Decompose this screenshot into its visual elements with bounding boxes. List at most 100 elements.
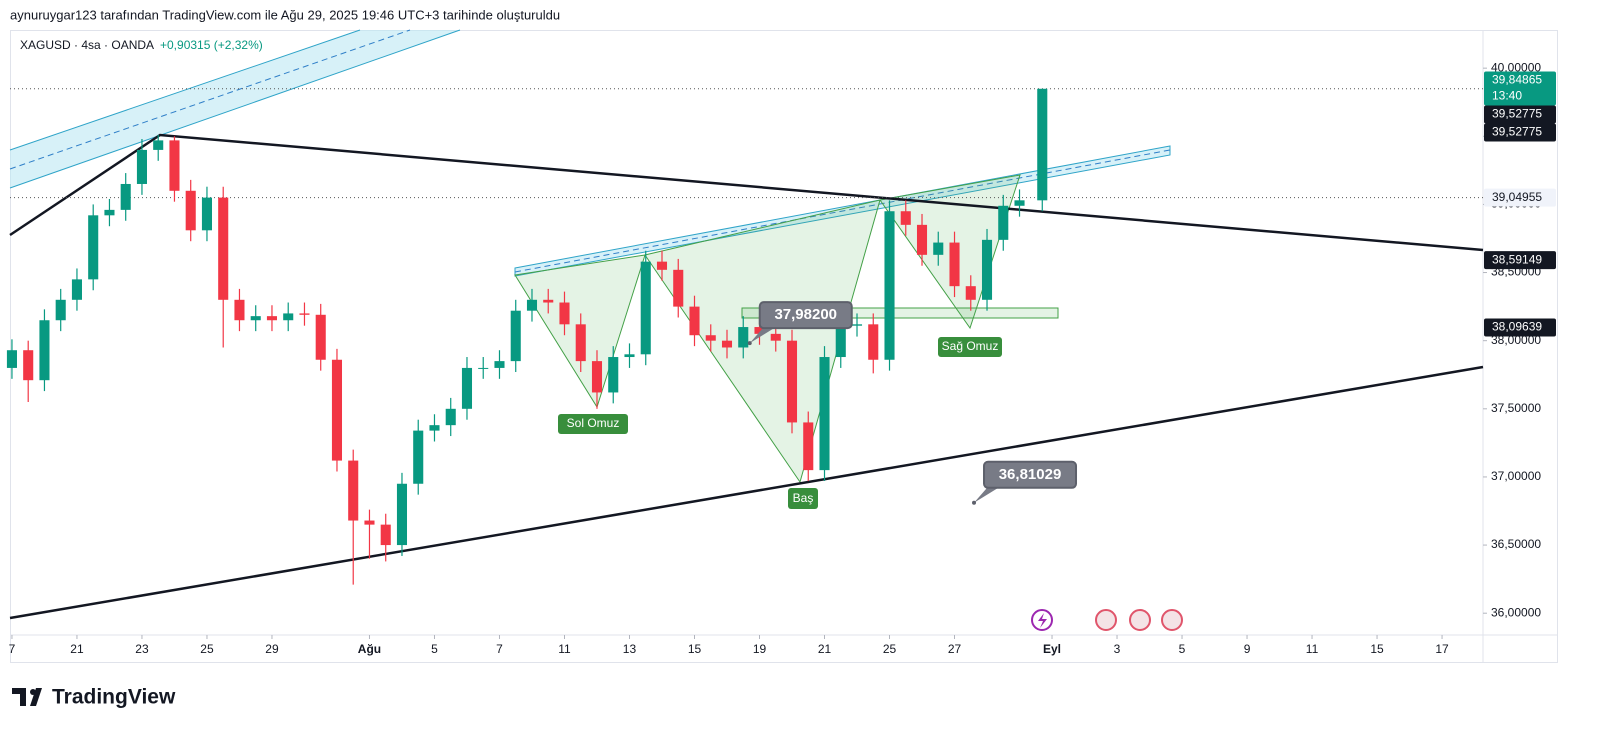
pattern-label: Sol Omuz — [567, 416, 620, 430]
channel-mid — [9, 29, 411, 170]
x-tick-label: 25 — [200, 642, 214, 656]
trendline — [9, 365, 1484, 620]
callout-pointer — [749, 327, 776, 344]
x-tick-label: 23 — [135, 642, 149, 656]
candle-body — [348, 460, 359, 521]
price-badge — [1484, 123, 1556, 142]
label-box — [938, 337, 1002, 357]
candle-body — [396, 483, 408, 546]
x-tick-label: 13 — [623, 642, 637, 656]
logo-mark — [12, 688, 42, 706]
y-tick-label: 36,50000 — [1491, 537, 1541, 551]
candle-body — [104, 209, 115, 216]
price-badge — [1484, 71, 1556, 106]
label-box — [788, 488, 818, 509]
brand: TradingView — [52, 686, 176, 709]
x-tick-label: 3 — [1114, 642, 1121, 656]
candle-body — [218, 197, 229, 300]
candle-body — [916, 224, 928, 255]
pattern-labels: Sol Omuz Baş Sağ Omuz — [558, 337, 1002, 509]
channel-mid — [514, 149, 1171, 273]
candle-body — [185, 190, 196, 231]
candle-body — [429, 425, 440, 431]
candle-body — [461, 367, 473, 409]
candle-body — [445, 408, 456, 426]
callout-pointer — [974, 486, 1001, 503]
price-badge-label: 39,04955 — [1492, 190, 1542, 204]
candle-body — [71, 279, 82, 300]
neckline-zone — [741, 307, 1059, 319]
x-tick-label: Ağu — [358, 642, 381, 656]
y-tick-label: 36,00000 — [1491, 605, 1541, 619]
candle-body — [721, 340, 733, 348]
candle-body — [201, 197, 213, 231]
candle-body — [705, 335, 716, 341]
candle-body — [656, 261, 668, 270]
x-tick-label: 7 — [496, 642, 503, 656]
x-tick-label: 17 — [1435, 642, 1449, 656]
change: +0,90315 (+2,32%) — [160, 38, 263, 52]
candle-body — [266, 316, 278, 321]
x-tick-label: 15 — [1370, 642, 1384, 656]
event-icon[interactable] — [1095, 609, 1117, 631]
candle-body — [169, 140, 180, 191]
x-tick-label: 9 — [1244, 642, 1251, 656]
channel-line — [9, 29, 461, 189]
pattern-label: Sağ Omuz — [942, 339, 999, 353]
candle-body — [1037, 88, 1048, 201]
x-tick-label: 5 — [1179, 642, 1186, 656]
candle-body — [786, 340, 798, 423]
candle-body — [413, 430, 424, 484]
candle-body — [1014, 200, 1025, 206]
callout-box — [983, 460, 1078, 489]
callout-label: 37,98200 — [774, 306, 837, 323]
candle-body — [250, 316, 261, 321]
pattern-label: Baş — [793, 491, 814, 505]
candle-body — [120, 183, 131, 210]
candle-body — [884, 211, 895, 360]
price-badge-label: 38,09639 — [1492, 320, 1542, 334]
candle-body — [39, 320, 50, 381]
x-tick-label: 19 — [753, 642, 767, 656]
trendline — [9, 133, 1484, 252]
candle-body — [315, 314, 326, 360]
event-icon[interactable] — [1031, 609, 1053, 631]
candle-body — [543, 299, 554, 303]
candle-body — [981, 239, 993, 300]
candle-body — [754, 327, 765, 334]
callout-box — [758, 301, 853, 330]
price-badge-label: 39,52775 — [1492, 125, 1542, 139]
event-icon[interactable] — [1129, 609, 1151, 631]
candle-body — [299, 313, 310, 315]
candle-body — [575, 324, 586, 362]
candle-body — [803, 422, 814, 471]
candle-body — [591, 361, 603, 393]
candle-body — [673, 269, 684, 307]
candle-body — [526, 299, 538, 311]
candle-body — [55, 299, 66, 321]
y-tick-label: 37,00000 — [1491, 469, 1541, 483]
callout-point — [972, 500, 977, 505]
candle-body — [933, 242, 944, 255]
x-tick-label: Eyl — [1043, 642, 1061, 656]
x-tick-label: 11 — [1306, 642, 1319, 656]
candle-body — [510, 310, 521, 362]
candle-body — [380, 524, 391, 546]
candle-body — [608, 357, 619, 393]
event-icon[interactable] — [1161, 609, 1183, 631]
candle-body — [738, 327, 749, 348]
frame — [10, 30, 1558, 663]
candle-body — [835, 325, 846, 358]
logo: TradingView — [12, 686, 176, 709]
candle-body — [819, 357, 830, 471]
candle-body — [6, 350, 17, 368]
callout-point — [747, 341, 752, 346]
icons — [1031, 609, 1183, 631]
drawings — [9, 29, 1484, 620]
candle-body — [689, 306, 700, 336]
author-line: aynuruygar123 tarafından TradingView.com… — [10, 7, 560, 22]
candle-body — [559, 302, 570, 325]
candle-body — [998, 205, 1009, 240]
candle-body — [494, 361, 505, 368]
